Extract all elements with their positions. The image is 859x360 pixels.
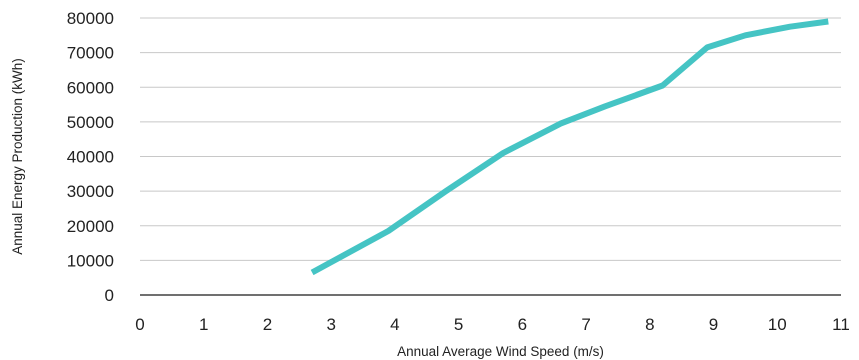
series (310, 18, 829, 276)
x-tick-label: 1 (199, 315, 208, 334)
y-tick-label: 20000 (67, 217, 114, 236)
y-tick-label: 0 (105, 286, 114, 305)
y-tick-label: 40000 (67, 148, 114, 167)
x-axis-tick-labels: 0 1 2 3 4 5 6 7 8 9 10 11 (135, 315, 850, 334)
y-tick-label: 70000 (67, 44, 114, 63)
x-tick-label: 6 (518, 315, 527, 334)
x-tick-label: 9 (709, 315, 718, 334)
y-axis-tick-labels: 0 10000 20000 30000 40000 50000 60000 70000 8000… (67, 9, 114, 305)
x-axis-title: Annual Average Wind Speed (m/s) (397, 344, 604, 359)
y-tick-label: 50000 (67, 113, 114, 132)
y-tick-label: 10000 (67, 251, 114, 270)
x-tick-label: 5 (454, 315, 463, 334)
y-tick-label: 30000 (67, 182, 114, 201)
x-tick-label: 8 (645, 315, 654, 334)
y-tick-label: 80000 (67, 9, 114, 28)
x-tick-label: 10 (768, 315, 787, 334)
x-tick-label: 11 (832, 315, 850, 334)
x-tick-label: 0 (135, 315, 144, 334)
y-tick-label: 60000 (67, 78, 114, 97)
x-tick-label: 2 (263, 315, 272, 334)
x-tick-label: 4 (390, 315, 399, 334)
x-tick-label: 7 (581, 315, 590, 334)
series-line (310, 18, 829, 276)
gridlines (140, 17, 841, 261)
y-axis-title: Annual Energy Production (kWh) (10, 58, 25, 255)
x-tick-label: 3 (326, 315, 335, 334)
